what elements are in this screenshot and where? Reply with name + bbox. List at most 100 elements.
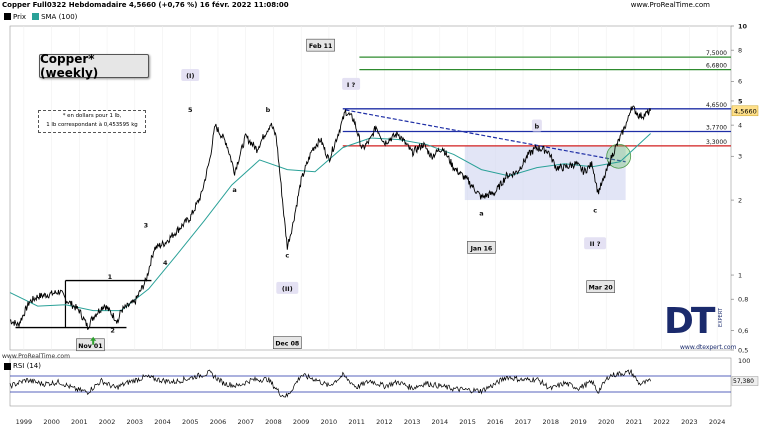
- x-tick-label: 2012: [376, 418, 393, 426]
- wave-label: II ?: [590, 240, 601, 248]
- annotations: (I) 5 b a 3 4 1 2 c (II) I ? b a c II ? Feb 11 Jan 16 Mar…: [76, 38, 615, 352]
- price-tag-bg: [731, 105, 759, 117]
- main-title-box: Copper* (weekly): [39, 52, 149, 80]
- rsi-value-label: 57,380: [733, 378, 754, 385]
- consolidation-zone-rect: [464, 145, 626, 201]
- level-label: 7,5000: [706, 50, 727, 57]
- y-tick-label: 3: [738, 153, 742, 161]
- breakout-circle: [606, 143, 632, 169]
- wave-label: 4: [163, 259, 168, 267]
- date-label: Feb 11: [309, 43, 332, 50]
- y-tick-label: 0,8: [738, 296, 748, 304]
- wave-label: 2: [110, 326, 115, 334]
- level-label: 3,3000: [706, 139, 727, 146]
- wave-label: 3: [144, 222, 149, 230]
- x-tick-label: 2005: [182, 418, 199, 426]
- support-lines: [15, 109, 632, 329]
- wave-label: 1: [108, 273, 113, 281]
- date-label-box: [467, 241, 496, 254]
- x-tick-label: 2024: [709, 418, 726, 426]
- x-tick-label: 2022: [653, 418, 670, 426]
- legend-item-price: Prix: [4, 13, 26, 21]
- consolidation-zone: [464, 145, 626, 201]
- rsi-line: [9, 369, 651, 398]
- wave-label: c: [593, 206, 597, 214]
- series-price-line: [9, 105, 652, 330]
- wave-label: b: [535, 122, 540, 130]
- prorealtime-watermark: www.ProRealTime.com: [2, 353, 70, 360]
- x-tick-label: 2013: [404, 418, 421, 426]
- date-label: Jan 16: [470, 245, 493, 252]
- x-tick-label: 2008: [265, 418, 282, 426]
- dt-expert-logo: DT EXPERT: [664, 301, 724, 342]
- y-tick-label: 5: [738, 97, 743, 105]
- wave-label: a: [232, 186, 236, 194]
- date-label-box: [306, 38, 335, 52]
- rsi-title: RSI (14): [4, 362, 41, 370]
- wave-label: (I): [186, 72, 194, 80]
- date-label-box: [273, 336, 302, 349]
- x-tick-label: 2014: [432, 418, 449, 426]
- axes: 1999 2000 2001 2002 2003 2004 2005 2006 2007 2008…: [16, 23, 759, 426]
- x-tick-label: 2002: [99, 418, 116, 426]
- x-tick-label: 2016: [487, 418, 504, 426]
- y-tick-label: 0,5: [738, 347, 748, 355]
- x-tick-label: 2019: [570, 418, 587, 426]
- series: [9, 105, 652, 330]
- date-label: Mar 20: [589, 285, 614, 292]
- x-tick-label: 2003: [127, 418, 144, 426]
- date-label: Nov 01: [78, 343, 102, 350]
- x-tick-label: 2015: [459, 418, 476, 426]
- rsi-panel: 100 57,380: [9, 357, 759, 398]
- rsi-value-bg: [731, 376, 759, 386]
- legend-item-sma: SMA (100): [32, 13, 77, 21]
- date-label: Dec 08: [275, 341, 299, 348]
- rsi-tick-label: 100: [738, 357, 750, 365]
- grid: [9, 25, 732, 407]
- legend: Prix SMA (100): [4, 13, 77, 21]
- series-sma-line: [9, 133, 651, 312]
- x-tick-label: 2018: [542, 418, 559, 426]
- chart-header-title: Copper Full0322 Hebdomadaire 4,5660 (+0,…: [2, 1, 289, 9]
- wave-label: a: [479, 209, 483, 217]
- x-tick-label: 2010: [321, 418, 338, 426]
- level-lines: 7,5000 6,6800 4,6500 3,7700 3,3000: [342, 50, 731, 147]
- x-tick-label: 2017: [515, 418, 532, 426]
- wave-label-bg: [531, 119, 542, 132]
- x-tick-label: 2001: [71, 418, 88, 426]
- y-tick-label: 8: [738, 47, 742, 55]
- x-tick-label: 2023: [681, 418, 698, 426]
- date-label-box: [76, 338, 105, 352]
- wave-label: c: [285, 251, 289, 259]
- wave-label: I ?: [347, 81, 356, 89]
- x-tick-label: 2000: [43, 418, 60, 426]
- main-title: Copper* (weekly): [40, 52, 99, 80]
- green-arrow-icon: [90, 336, 97, 345]
- x-tick-label: 1999: [16, 418, 33, 426]
- wave-label-bg: [181, 68, 200, 81]
- wave-label: (II): [282, 285, 293, 293]
- y-tick-label: 2: [738, 197, 742, 205]
- y-tick-label: 6: [738, 78, 742, 86]
- wave-label: b: [266, 106, 271, 114]
- x-tick-label: 2020: [598, 418, 615, 426]
- x-tick-label: 2006: [210, 418, 227, 426]
- y-tick-label: 10: [738, 23, 748, 31]
- unit-note: * en dollars pour 1 lb, 1 lb corresponda…: [38, 110, 146, 133]
- wave-label-bg: [276, 281, 299, 294]
- y-tick-label: 4: [738, 122, 742, 130]
- date-label-box: [586, 280, 615, 293]
- downtrend-line: [345, 109, 626, 163]
- dt-expert-url: www.dtexpert.com: [680, 344, 737, 351]
- rsi-frame: [9, 357, 732, 407]
- x-tick-label: 2011: [348, 418, 365, 426]
- wave-label: 5: [188, 106, 193, 114]
- level-label: 3,7700: [706, 125, 727, 132]
- x-tick-label: 2021: [626, 418, 643, 426]
- y-tick-label: 0,6: [738, 327, 748, 335]
- y-tick-label: 1: [738, 272, 742, 280]
- wave-label-bg: [584, 237, 607, 250]
- wave-label-bg: [342, 77, 361, 90]
- site-label: www.ProRealTime.com: [630, 1, 710, 9]
